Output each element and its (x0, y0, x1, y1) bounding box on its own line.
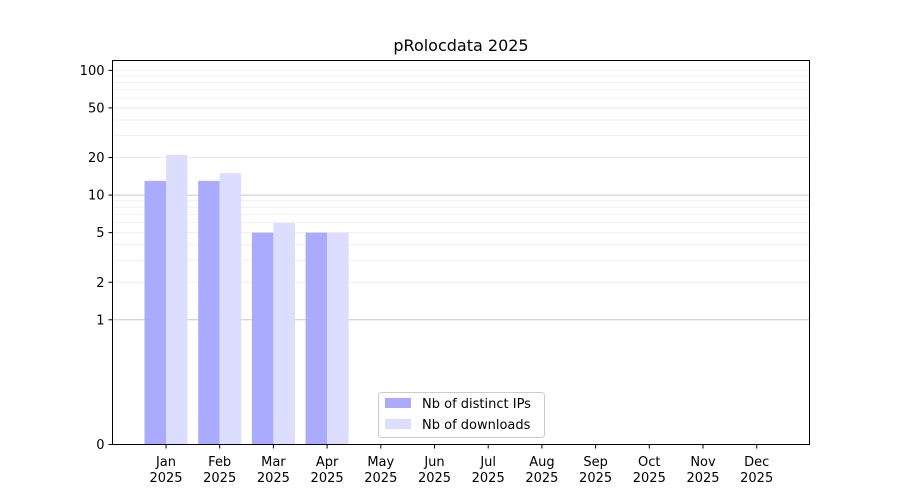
x-tick-label-year: 2025 (579, 471, 612, 486)
bar-distinct-ips (251, 232, 274, 445)
x-tick-label-year: 2025 (311, 471, 344, 486)
plot-frame (112, 60, 810, 445)
x-tick-label-month: Dec (744, 455, 769, 470)
bar-distinct-ips (198, 180, 220, 445)
x-tick-label-month: Feb (208, 455, 231, 470)
x-tick-label-year: 2025 (472, 471, 505, 486)
legend-label-ips: Nb of distinct IPs (422, 397, 531, 412)
x-tick-label-year: 2025 (257, 471, 290, 486)
x-tick-label-month: Jan (155, 455, 176, 470)
x-tick-label-month: Mar (261, 455, 286, 470)
legend-swatch-ips (385, 398, 411, 408)
legend-swatch-downloads (385, 419, 411, 429)
y-tick-label: 10 (88, 189, 105, 204)
bar-downloads (219, 173, 242, 445)
y-tick-label: 50 (88, 101, 105, 116)
bar-downloads (166, 154, 188, 445)
bar-downloads (273, 222, 295, 445)
legend: Nb of distinct IPs Nb of downloads (378, 392, 545, 438)
chart-title: pRolocdata 2025 (393, 36, 528, 55)
x-tick-label-month: May (367, 455, 394, 470)
x-tick-label-year: 2025 (633, 471, 666, 486)
x-tick-label-month: Sep (583, 455, 608, 470)
x-tick-label-month: Apr (316, 455, 339, 470)
x-tick-label-year: 2025 (740, 471, 773, 486)
y-tick-label: 1 (96, 313, 104, 328)
bars (144, 154, 349, 445)
x-tick-label-year: 2025 (418, 471, 451, 486)
x-tick-label-year: 2025 (525, 471, 558, 486)
x-axis: Jan2025Feb2025Mar2025Apr2025May2025Jun20… (149, 444, 773, 486)
x-tick-label-month: Jul (479, 455, 496, 470)
x-tick-label-year: 2025 (203, 471, 236, 486)
x-tick-label-year: 2025 (686, 471, 719, 486)
x-tick-label-month: Jun (423, 455, 444, 470)
y-axis: 0 1 2 5 10 20 50 100 (80, 64, 113, 453)
x-tick-label-month: Oct (638, 455, 660, 470)
x-tick-label-month: Nov (690, 455, 716, 470)
y-tick-label: 100 (80, 64, 105, 79)
y-tick-label: 2 (96, 276, 104, 291)
bar-distinct-ips (305, 232, 328, 445)
x-tick-label-year: 2025 (149, 471, 182, 486)
y-tick-label: 5 (96, 226, 104, 241)
legend-box (378, 392, 545, 438)
bar-downloads (327, 232, 349, 445)
x-tick-label-year: 2025 (364, 471, 397, 486)
bar-distinct-ips (144, 180, 166, 445)
legend-label-downloads: Nb of downloads (422, 418, 531, 433)
y-tick-label: 0 (96, 438, 104, 453)
y-tick-label: 20 (88, 151, 105, 166)
x-tick-label-month: Aug (529, 455, 554, 470)
